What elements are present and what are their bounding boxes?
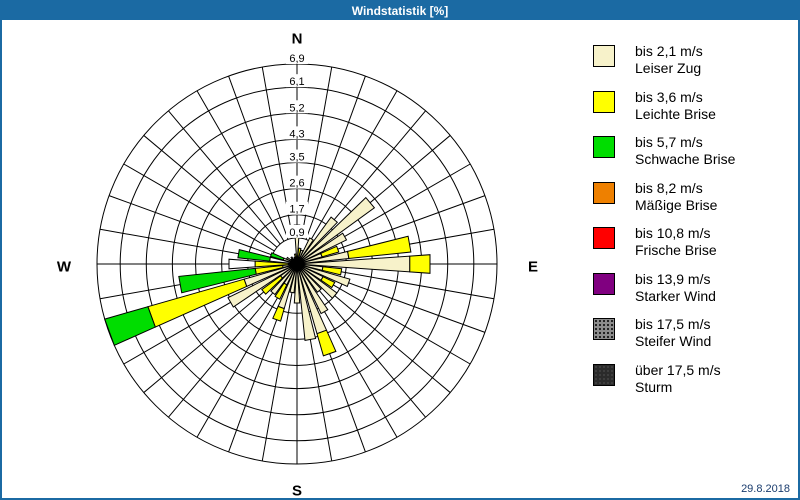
wind-rose-bar-segment xyxy=(296,196,376,265)
legend-wind-name: Steifer Wind xyxy=(635,333,712,349)
wind-rose-bar-segment xyxy=(320,245,340,258)
wind-rose-bar-segment xyxy=(296,263,329,315)
wind-rose-bar-segment xyxy=(270,263,298,296)
radial-axis-tick: 1,7 xyxy=(289,204,304,216)
legend-item: bis 17,5 m/s Steifer Wind xyxy=(593,316,793,362)
legend-item: über 17,5 m/s Sturm xyxy=(593,362,793,408)
title-bar: Windstatistik [%] xyxy=(2,2,798,20)
legend-wind-name: Leiser Zug xyxy=(635,60,702,76)
wind-rose-bar-segment xyxy=(296,263,338,299)
legend-label: über 17,5 m/s Sturm xyxy=(635,362,721,396)
radial-axis-tick: 5,2 xyxy=(289,102,304,114)
wind-rose-bar-segment xyxy=(409,254,431,274)
legend-label: bis 8,2 m/s Mäßige Brise xyxy=(635,180,717,214)
wind-rose-bar-segment xyxy=(178,267,257,294)
chart-date: 29.8.2018 xyxy=(741,483,790,495)
wind-rose-bar-segment xyxy=(228,258,256,270)
legend-color-swatch xyxy=(593,363,615,386)
legend-item: bis 13,9 m/s Starker Wind xyxy=(593,271,793,317)
legend-item: bis 2,1 m/s Leiser Zug xyxy=(593,43,793,89)
window-title: Windstatistik [%] xyxy=(351,4,449,18)
legend-label: bis 3,6 m/s Leichte Brise xyxy=(635,89,716,123)
radial-axis-tick: 0,9 xyxy=(289,227,304,239)
legend-label: bis 17,5 m/s Steifer Wind xyxy=(635,316,711,350)
legend-speed-range: bis 3,6 m/s xyxy=(635,88,703,105)
legend-speed-range: über 17,5 m/s xyxy=(635,361,721,378)
legend-color-swatch xyxy=(593,318,615,340)
legend-speed-range: bis 2,1 m/s xyxy=(635,43,703,59)
wind-rose-bar-segment xyxy=(296,237,314,265)
legend-item: bis 10,8 m/s Frische Brise xyxy=(593,225,793,271)
legend-wind-name: Frische Brise xyxy=(635,242,717,258)
legend-label: bis 13,9 m/s Starker Wind xyxy=(635,271,716,305)
legend-color-swatch xyxy=(593,227,615,249)
legend-wind-name: Starker Wind xyxy=(635,287,716,304)
wind-rose-bar-segment xyxy=(296,263,351,288)
legend-speed-range: bis 8,2 m/s xyxy=(635,179,703,196)
direction-label-west: W xyxy=(56,258,72,276)
legend-speed-range: bis 17,5 m/s xyxy=(635,316,711,332)
legend-item: bis 5,7 m/s Schwache Brise xyxy=(593,134,793,180)
radial-axis-tick: 6,1 xyxy=(289,76,304,88)
legend-speed-range: bis 13,9 m/s xyxy=(635,270,711,287)
wind-rose-bar-segment xyxy=(269,252,285,261)
radial-axis-tick: 3,5 xyxy=(289,152,304,164)
wind-rose-bars xyxy=(104,196,431,357)
legend-wind-name: Leichte Brise xyxy=(635,105,716,122)
wind-rose-bar-segment xyxy=(296,263,322,293)
legend-item: bis 3,6 m/s Leichte Brise xyxy=(593,89,793,135)
legend-label: bis 10,8 m/s Frische Brise xyxy=(635,225,717,259)
radial-axis-labels: 0,9 1,7 2,6 3,5 4,3 5,2 6,1 6,9 xyxy=(286,51,308,239)
legend-wind-name: Schwache Brise xyxy=(635,151,736,167)
wind-rose-bar-segment xyxy=(296,232,348,265)
wind-rose-bar-segment xyxy=(347,235,412,260)
direction-label-north: N xyxy=(291,30,303,48)
legend-speed-range: bis 10,8 m/s xyxy=(635,225,711,241)
wind-rose-bar-segment xyxy=(104,306,156,346)
direction-label-south: S xyxy=(291,482,303,500)
legend-color-swatch xyxy=(593,272,615,295)
wind-rose-bar-segment xyxy=(293,253,298,265)
radial-axis-tick: 6,9 xyxy=(289,53,304,65)
legend-color-swatch xyxy=(593,45,615,67)
radial-axis-tick: 2,6 xyxy=(289,178,304,190)
legend-color-swatch xyxy=(593,90,615,113)
wind-rose-chart: 0,9 1,7 2,6 3,5 4,3 5,2 6,1 6,9 xyxy=(96,51,498,465)
wind-rose-bar-segment xyxy=(320,276,336,289)
legend-label: bis 2,1 m/s Leiser Zug xyxy=(635,43,703,77)
legend-color-swatch xyxy=(593,136,615,158)
wind-rose-bar-segment xyxy=(316,329,337,357)
wind-rose-bar-segment xyxy=(274,282,288,300)
radial-axis-tick: 4,3 xyxy=(289,128,304,140)
legend-item: bis 8,2 m/s Mäßige Brise xyxy=(593,180,793,226)
direction-label-east: E xyxy=(527,258,539,276)
legend-wind-name: Mäßige Brise xyxy=(635,196,718,213)
legend-speed-range: bis 5,7 m/s xyxy=(635,134,703,150)
wind-rose-bar-segment xyxy=(227,263,298,308)
legend-wind-name: Sturm xyxy=(635,378,673,395)
wind-rose-bar-segment xyxy=(296,263,317,341)
legend-label: bis 5,7 m/s Schwache Brise xyxy=(635,134,735,168)
wind-rose-bar-segment xyxy=(237,248,271,262)
wind-rose-bar-segment xyxy=(296,216,339,265)
wind-rose-bar-segment xyxy=(293,263,301,304)
wind-rose-bar-segment xyxy=(261,275,284,295)
wind-rose-bar-segment xyxy=(272,305,285,322)
wind-rose-bar-segment xyxy=(321,266,343,276)
legend-color-swatch xyxy=(593,181,615,204)
